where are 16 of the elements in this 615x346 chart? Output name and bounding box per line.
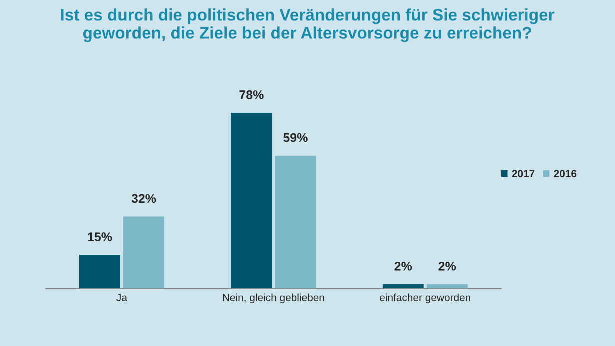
x-tick-label: Ja: [116, 294, 128, 302]
data-label: 15%: [88, 232, 112, 242]
x-tick-label: Nein, gleich geblieben: [223, 294, 324, 304]
legend-label: 2017: [512, 170, 535, 178]
data-label: 2%: [438, 262, 456, 271]
x-tick-label: einfacher geworden: [380, 294, 470, 304]
data-label: 2%: [394, 262, 412, 271]
legend-label: 2016: [554, 170, 577, 178]
data-label: 32%: [132, 194, 156, 204]
bar: [123, 216, 164, 289]
data-label: 78%: [240, 90, 264, 100]
data-label: 59%: [284, 133, 308, 142]
bar: [231, 112, 272, 289]
bar: [275, 156, 316, 289]
chart-title: Ist es durch die politischen Veränderungen für Sie schwieriger geworden, die Ziele bei der Altersvorsorge zu erreichen?: [61, 8, 555, 42]
bar: [80, 255, 120, 289]
